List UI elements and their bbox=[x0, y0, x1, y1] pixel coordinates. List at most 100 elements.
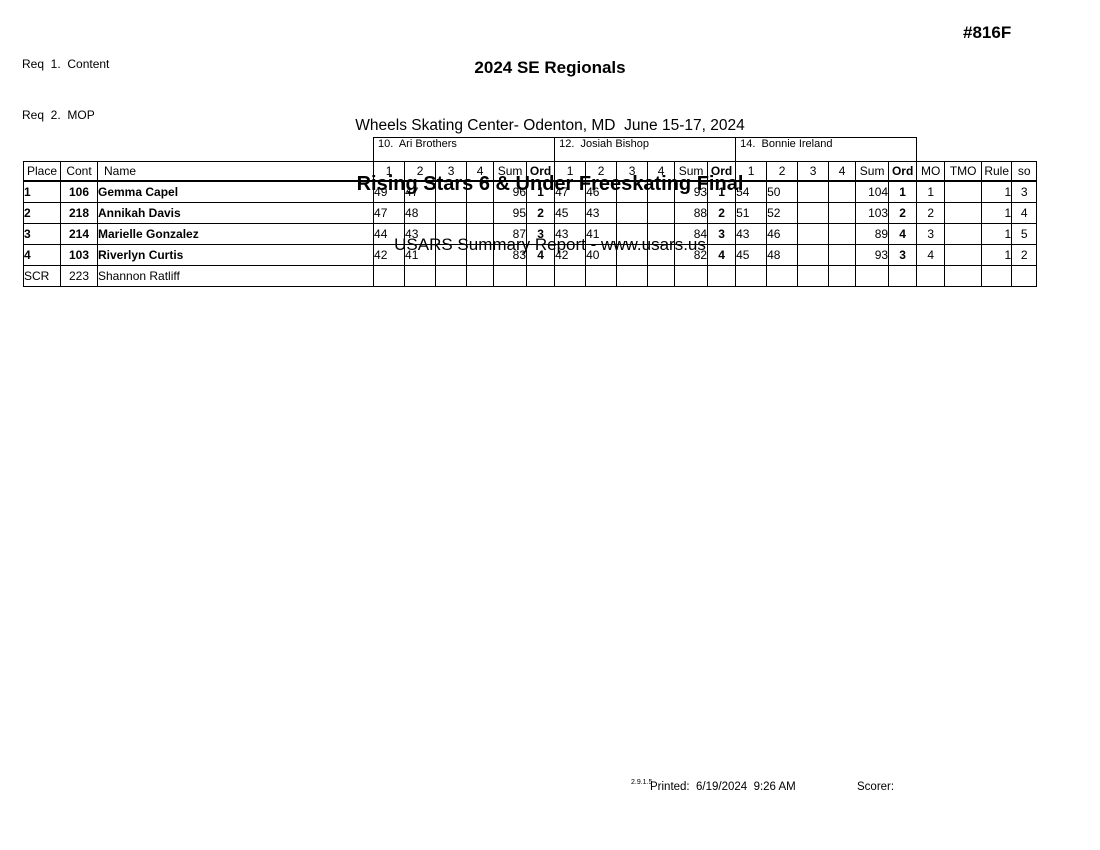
req-line-2: Req 2. MOP bbox=[22, 108, 95, 122]
judge-name-header: 12. Josiah Bishop bbox=[554, 137, 737, 162]
skater-name-cell: Riverlyn Curtis bbox=[96, 244, 375, 266]
tmo-cell bbox=[944, 265, 983, 287]
score-cell bbox=[466, 244, 495, 266]
score-cell bbox=[435, 202, 468, 224]
score-cell bbox=[828, 223, 857, 245]
column-header-sum: Sum bbox=[855, 161, 890, 182]
column-header-4: 4 bbox=[647, 161, 676, 182]
ordinal-cell: 1 bbox=[526, 180, 556, 203]
rule-cell: 1 bbox=[981, 223, 1013, 245]
score-cell: 52 bbox=[766, 202, 799, 224]
score-cell bbox=[828, 202, 857, 224]
skater-name-cell: Gemma Capel bbox=[96, 180, 375, 203]
score-cell bbox=[435, 244, 468, 266]
mo-cell: 3 bbox=[916, 223, 946, 245]
column-header-1: 1 bbox=[735, 161, 768, 182]
ordinal-cell: 2 bbox=[526, 202, 556, 224]
column-header-2: 2 bbox=[585, 161, 618, 182]
contestant-number-cell: 223 bbox=[60, 265, 98, 287]
sum-cell: 87 bbox=[493, 223, 528, 245]
column-header-mo: MO bbox=[916, 161, 946, 182]
score-cell: 47 bbox=[554, 180, 587, 203]
column-header-1: 1 bbox=[554, 161, 587, 182]
ordinal-cell bbox=[526, 265, 556, 287]
score-cell: 48 bbox=[404, 202, 437, 224]
column-header-3: 3 bbox=[616, 161, 649, 182]
column-header-place: Place bbox=[23, 161, 61, 182]
score-cell bbox=[797, 202, 830, 224]
sum-cell: 83 bbox=[493, 244, 528, 266]
result-row: 4 103 Riverlyn Curtis 42 41 83 4 42 40 82 4 45 48 93 3… bbox=[23, 244, 1038, 266]
score-cell: 43 bbox=[735, 223, 768, 245]
contestant-number-cell: 103 bbox=[60, 244, 98, 266]
tmo-cell bbox=[944, 244, 983, 266]
score-cell bbox=[435, 223, 468, 245]
sum-cell: 96 bbox=[493, 180, 528, 203]
tmo-cell bbox=[944, 202, 983, 224]
contestant-number-cell: 214 bbox=[60, 223, 98, 245]
skater-name-cell: Annikah Davis bbox=[96, 202, 375, 224]
score-cell: 45 bbox=[735, 244, 768, 266]
score-cell: 45 bbox=[554, 202, 587, 224]
results-table: 10. Ari Brothers 12. Josiah Bishop 14. Bon… bbox=[23, 137, 1038, 287]
score-cell bbox=[647, 244, 676, 266]
score-cell bbox=[616, 202, 649, 224]
mo-cell bbox=[916, 265, 946, 287]
ordinal-cell: 1 bbox=[888, 180, 918, 203]
column-header-ord: Ord bbox=[888, 161, 918, 182]
column-header-cont: Cont bbox=[60, 161, 98, 182]
column-header-name: Name bbox=[96, 161, 375, 182]
score-cell bbox=[647, 265, 676, 287]
score-cell bbox=[466, 180, 495, 203]
score-cell bbox=[647, 202, 676, 224]
ordinal-cell: 4 bbox=[888, 223, 918, 245]
score-cell: 42 bbox=[373, 244, 406, 266]
printed-timestamp: Printed: 6/19/2024 9:26 AM bbox=[650, 781, 796, 793]
sum-cell: 89 bbox=[855, 223, 890, 245]
tmo-cell bbox=[944, 180, 983, 203]
score-cell bbox=[435, 265, 468, 287]
score-cell bbox=[797, 265, 830, 287]
requirements-block: Req 1. Content Req 2. MOP bbox=[22, 22, 109, 158]
result-row: 2 218 Annikah Davis 47 48 95 2 45 43 88 2 51 52 103 2 2… bbox=[23, 202, 1038, 224]
sum-cell: 104 bbox=[855, 180, 890, 203]
column-header-sum: Sum bbox=[674, 161, 709, 182]
place-cell: 2 bbox=[23, 202, 61, 224]
score-cell: 47 bbox=[404, 180, 437, 203]
score-cell: 43 bbox=[404, 223, 437, 245]
sum-cell bbox=[493, 265, 528, 287]
score-cell: 51 bbox=[735, 202, 768, 224]
ordinal-cell: 3 bbox=[888, 244, 918, 266]
score-cell: 42 bbox=[554, 244, 587, 266]
sum-cell: 103 bbox=[855, 202, 890, 224]
score-cell: 49 bbox=[373, 180, 406, 203]
sum-cell: 93 bbox=[855, 244, 890, 266]
score-cell bbox=[797, 180, 830, 203]
place-cell: SCR bbox=[23, 265, 61, 287]
judge-row-right-spacer bbox=[917, 138, 1037, 162]
tmo-cell bbox=[944, 223, 983, 245]
rule-cell: 1 bbox=[981, 244, 1013, 266]
score-cell: 41 bbox=[404, 244, 437, 266]
sum-cell: 84 bbox=[674, 223, 709, 245]
column-header-ord: Ord bbox=[707, 161, 737, 182]
column-header-so: so bbox=[1011, 161, 1038, 182]
mo-cell: 2 bbox=[916, 202, 946, 224]
req-line-1: Req 1. Content bbox=[22, 57, 110, 71]
score-cell bbox=[797, 223, 830, 245]
score-cell: 48 bbox=[766, 244, 799, 266]
score-cell bbox=[585, 265, 618, 287]
score-cell bbox=[797, 244, 830, 266]
score-cell bbox=[554, 265, 587, 287]
score-cell bbox=[466, 265, 495, 287]
score-cell: 46 bbox=[766, 223, 799, 245]
so-cell: 3 bbox=[1011, 180, 1038, 203]
column-header-2: 2 bbox=[766, 161, 799, 182]
judge-row-left-spacer bbox=[24, 138, 374, 162]
column-header-4: 4 bbox=[466, 161, 495, 182]
sum-cell: 88 bbox=[674, 202, 709, 224]
score-cell bbox=[616, 180, 649, 203]
contestant-number-cell: 218 bbox=[60, 202, 98, 224]
skater-name-cell: Shannon Ratliff bbox=[96, 265, 375, 287]
